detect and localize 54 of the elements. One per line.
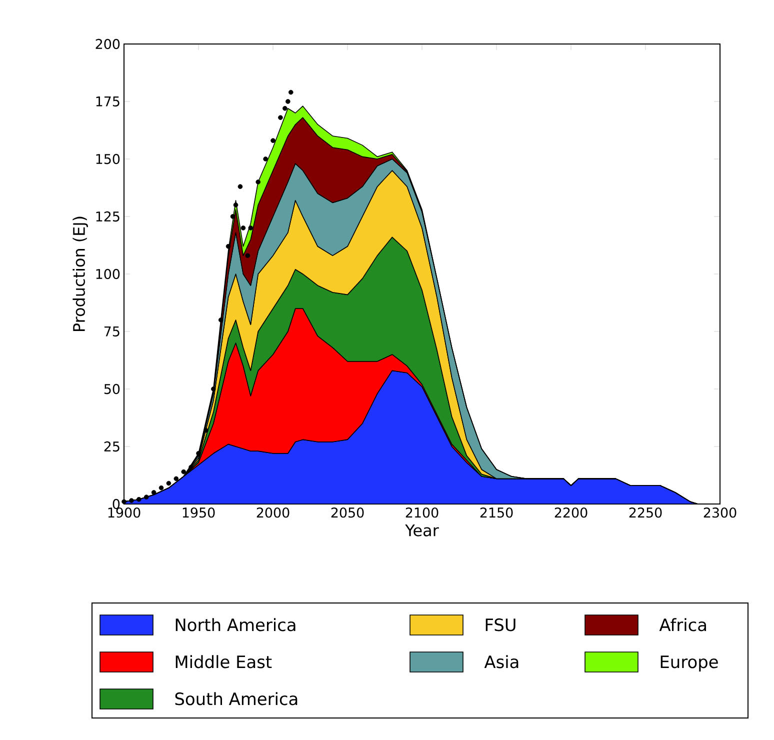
y-tick-label: 100: [96, 268, 120, 280]
y-tick-label: 50: [104, 384, 120, 394]
point: [188, 464, 194, 470]
legend-label: Africa: [659, 618, 706, 632]
y-tick-label: 150: [96, 154, 120, 164]
point: [174, 476, 179, 482]
legend-label: Asia: [484, 655, 518, 668]
legend-label: Europe: [660, 656, 718, 672]
legend-label: Middle East: [176, 655, 272, 668]
y-tick-label: 175: [96, 96, 120, 106]
point: [158, 485, 164, 490]
x-tick-label: 2250: [629, 508, 662, 518]
point: [238, 184, 243, 189]
point: [122, 499, 126, 504]
legend-label: North America: [176, 618, 296, 632]
y-tick-label: 200: [96, 38, 120, 50]
y-axis-title: Production (EJ): [72, 216, 88, 331]
point: [282, 106, 288, 111]
point: [166, 480, 172, 486]
x-tick-label: 1950: [182, 508, 215, 518]
point: [278, 115, 283, 120]
x-tick-label: 2050: [331, 508, 364, 518]
point: [204, 428, 208, 433]
point: [226, 244, 231, 249]
legend-label: South America: [175, 692, 298, 706]
point: [270, 138, 276, 143]
x-axis-title: Year: [405, 524, 439, 536]
point: [286, 99, 290, 104]
point: [248, 226, 254, 230]
point: [240, 226, 246, 230]
point: [151, 490, 156, 495]
point: [218, 318, 224, 322]
point: [181, 469, 186, 474]
point: [233, 202, 238, 208]
point: [144, 494, 149, 500]
x-tick-label: 2200: [554, 508, 588, 518]
x-tick-label: 2300: [704, 508, 736, 518]
legend-label: FSU: [486, 618, 516, 632]
point: [129, 498, 134, 503]
y-tick-label: 25: [104, 441, 120, 452]
y-tick-label: 125: [96, 211, 120, 222]
point: [136, 496, 142, 502]
x-tick-label: 2000: [256, 508, 290, 518]
y-tick-label: 0: [112, 498, 120, 510]
point: [263, 156, 268, 162]
x-tick-label: 2150: [480, 508, 513, 518]
point: [288, 90, 294, 95]
x-tick-label: 1900: [108, 508, 140, 518]
x-tick-label: 2100: [406, 508, 438, 518]
point: [211, 386, 216, 392]
point: [245, 253, 250, 258]
y-tick-label: 75: [104, 326, 120, 336]
point: [256, 180, 261, 184]
point: [230, 214, 236, 219]
